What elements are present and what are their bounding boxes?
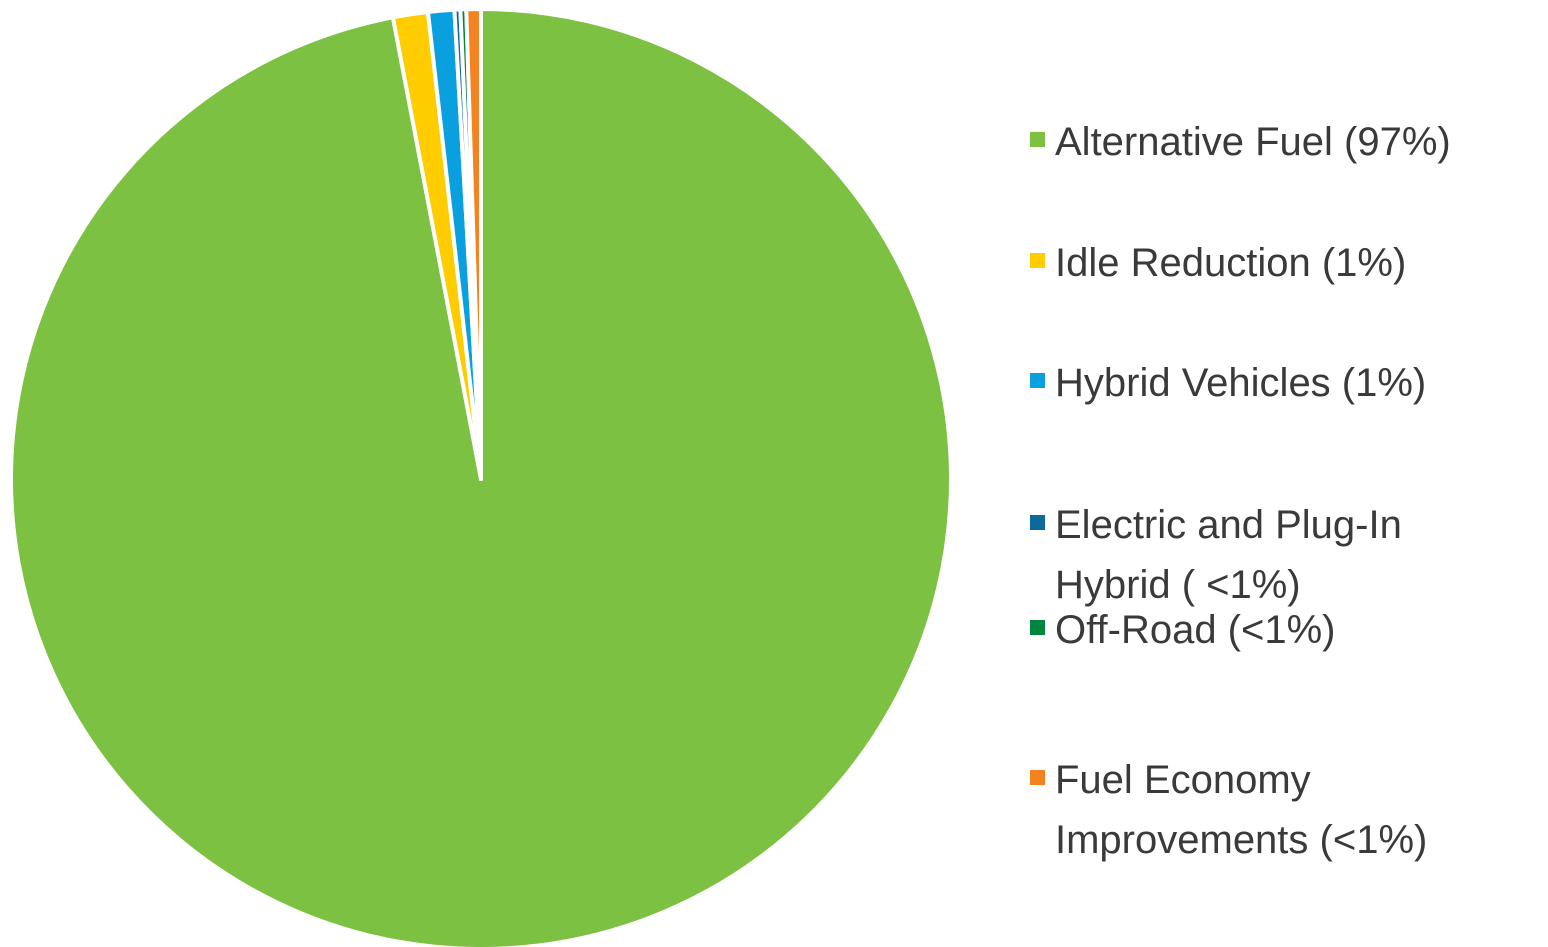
legend-swatch [1030,770,1045,785]
legend-item: Alternative Fuel (97%) [1030,112,1530,172]
legend-item: Idle Reduction (1%) [1030,233,1530,293]
legend-item: Electric and Plug-In Hybrid ( <1%) [1030,495,1530,615]
legend-item: Hybrid Vehicles (1%) [1030,353,1530,413]
legend-label: Alternative Fuel (97%) [1055,120,1451,164]
legend-item: Fuel Economy Improvements (<1%) [1030,750,1530,870]
legend-swatch [1030,253,1045,268]
pie-slice [464,7,483,481]
legend-swatch [1030,515,1045,530]
legend-swatch [1030,132,1045,147]
legend-label: Idle Reduction (1%) [1055,241,1407,285]
legend-swatch [1030,620,1045,635]
legend-item: Off-Road (<1%) [1030,600,1530,660]
legend-label: Off-Road (<1%) [1055,608,1336,652]
legend-label: Electric and Plug-In Hybrid ( <1%) [1055,503,1402,607]
legend-swatch [1030,373,1045,388]
legend-label: Hybrid Vehicles (1%) [1055,361,1427,405]
legend-label: Fuel Economy Improvements (<1%) [1055,758,1428,862]
